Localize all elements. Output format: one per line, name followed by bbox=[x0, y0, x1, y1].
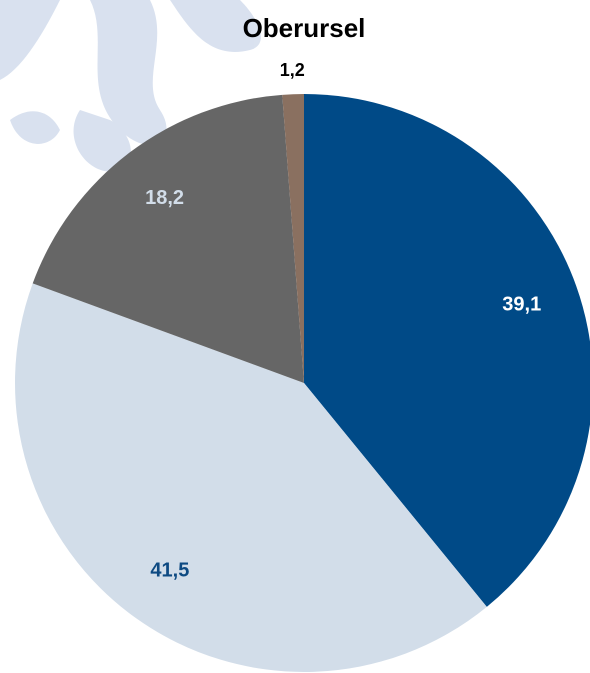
data-label: 39,1 bbox=[502, 294, 541, 316]
pie-slice bbox=[282, 94, 304, 383]
chart-title: Oberursel bbox=[243, 13, 366, 43]
pie-slice bbox=[304, 94, 590, 607]
data-label: 18,2 bbox=[145, 187, 184, 209]
data-label: 1,2 bbox=[280, 60, 305, 80]
pie-slice bbox=[32, 94, 305, 383]
data-label: 41,5 bbox=[150, 560, 189, 582]
pie-slice bbox=[15, 283, 487, 672]
background-ornament bbox=[0, 0, 261, 172]
